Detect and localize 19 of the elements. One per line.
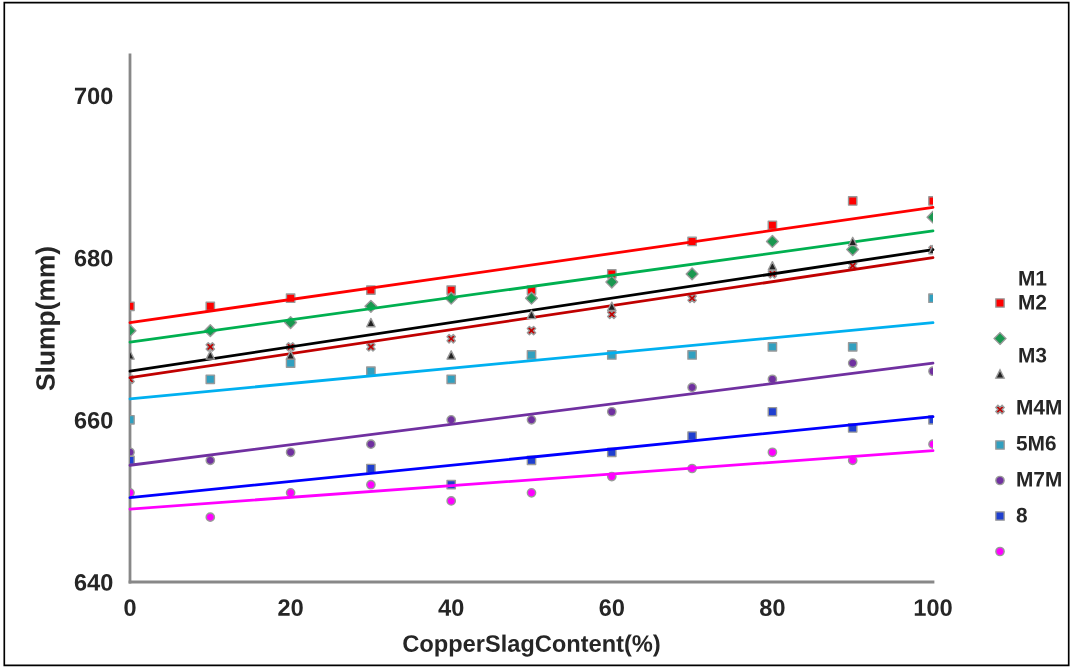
y-tick-label: 680 xyxy=(74,249,113,267)
text: 8 xyxy=(1016,507,1027,523)
x-tick-label: 80 xyxy=(760,599,785,617)
text: M3 xyxy=(1019,347,1047,363)
y-tick-label: 640 xyxy=(74,574,113,591)
x-tick-label: 0 xyxy=(124,599,136,617)
text: 5M6 xyxy=(1016,435,1056,451)
text: M1 xyxy=(1019,271,1047,286)
text: M2 xyxy=(1019,294,1047,310)
text: M7M xyxy=(1017,472,1061,487)
y-tick-label: 700 xyxy=(74,87,113,105)
text: M4M xyxy=(1017,400,1061,415)
x-tick-label: 20 xyxy=(278,599,303,617)
x-axis-title: CopperSlagContent(%) xyxy=(403,634,660,657)
x-tick-label: 100 xyxy=(914,599,952,617)
y-axis-title: Slump(mm) xyxy=(35,247,61,391)
x-tick-label: 40 xyxy=(438,599,464,617)
y-tick-label: 660 xyxy=(74,411,113,429)
x-tick-label: 60 xyxy=(599,599,624,617)
